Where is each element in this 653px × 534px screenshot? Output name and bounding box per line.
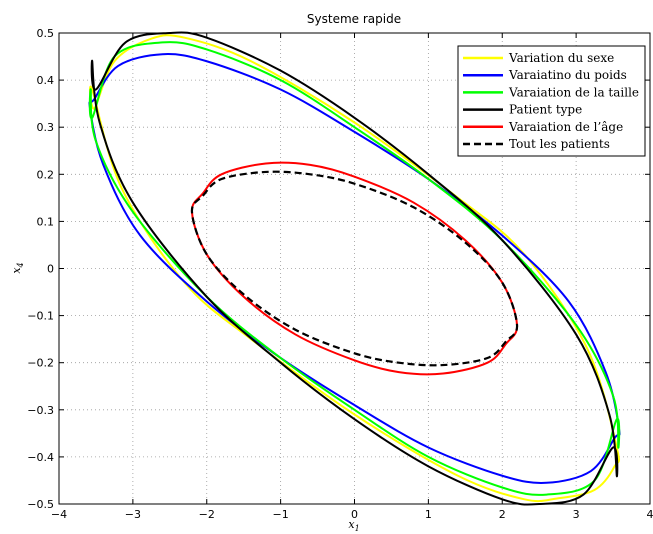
legend-label-3: Patient type	[509, 103, 582, 117]
y-axis-label-sub: 4	[16, 262, 25, 268]
legend: Variation du sexe Varaiatino du poids Vara…	[457, 45, 646, 157]
y-axis-label: x4	[10, 262, 25, 273]
y-tick-label: −0.2	[27, 357, 54, 370]
series-curve-5	[190, 170, 519, 367]
y-tick-label: −0.3	[27, 404, 54, 417]
x-tick-label: −4	[51, 508, 67, 521]
legend-label-2: Varaiation de la taille	[508, 85, 639, 99]
y-axis-label-main: x	[10, 267, 23, 274]
y-tick-label: −0.4	[27, 451, 54, 464]
axis-ticks	[58, 32, 651, 505]
x-tick-label: −3	[125, 508, 141, 521]
x-axis-label-main: x	[348, 518, 355, 531]
x-tick-label: −1	[273, 508, 289, 521]
axis-tick-labels: −4 −3 −2 −1 0 1 2 3 4 −0.5 −0.4 −0.3 −0.2 −0.1 0 0.1 0.2…	[27, 27, 653, 521]
x-tick-label: 3	[573, 508, 580, 521]
y-tick-label: −0.5	[27, 498, 54, 511]
legend-items: Variation du sexe Varaiatino du poids Vara…	[463, 51, 639, 151]
plot-curves	[88, 31, 621, 506]
y-tick-label: 0.2	[37, 168, 55, 181]
y-tick-label: 0.1	[37, 215, 55, 228]
series-curve-2	[88, 41, 621, 496]
x-tick-label: 0	[351, 508, 358, 521]
y-tick-label: 0.5	[37, 27, 55, 40]
x-axis-label-sub: 1	[355, 524, 360, 533]
x-tick-label: 1	[425, 508, 432, 521]
x-tick-label: −2	[199, 508, 215, 521]
series-curve-0	[88, 34, 621, 503]
chart-title: Systeme rapide	[307, 12, 401, 26]
grid-lines	[59, 33, 650, 504]
y-tick-label: 0	[47, 263, 54, 276]
series-curve-3	[90, 31, 619, 506]
x-axis-label: x1	[348, 518, 359, 533]
legend-label-5: Tout les patients	[509, 137, 610, 151]
legend-label-1: Varaiatino du poids	[508, 68, 627, 82]
legend-label-0: Variation du sexe	[508, 51, 614, 65]
y-tick-label: −0.1	[27, 310, 54, 323]
x-tick-label: 4	[647, 508, 653, 521]
series-curve-4	[190, 161, 519, 376]
legend-label-4: Varaiation de l’âge	[508, 120, 623, 134]
x-tick-label: 2	[499, 508, 506, 521]
legend-box	[457, 45, 646, 157]
y-tick-label: 0.4	[37, 74, 55, 87]
y-tick-label: 0.3	[37, 121, 55, 134]
